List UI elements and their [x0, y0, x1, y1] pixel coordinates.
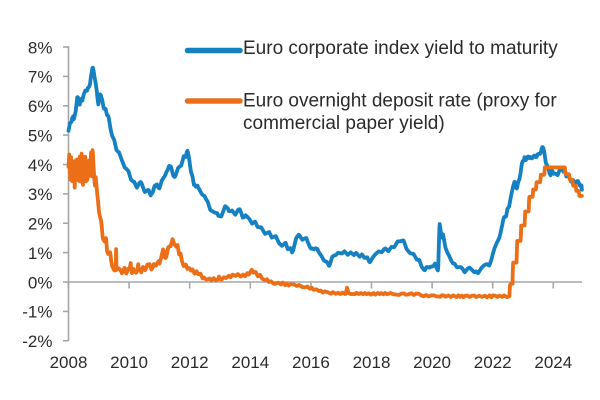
svg-text:2012: 2012 [171, 353, 209, 372]
svg-text:6%: 6% [28, 97, 53, 116]
svg-text:2008: 2008 [50, 353, 88, 372]
svg-text:2010: 2010 [110, 353, 148, 372]
svg-text:2016: 2016 [292, 353, 330, 372]
svg-text:-2%: -2% [22, 332, 52, 351]
svg-text:8%: 8% [28, 38, 53, 57]
svg-text:7%: 7% [28, 68, 53, 87]
svg-text:2024: 2024 [534, 353, 572, 372]
svg-text:5%: 5% [28, 126, 53, 145]
svg-text:2018: 2018 [353, 353, 391, 372]
svg-text:0%: 0% [28, 273, 53, 292]
svg-text:Euro overnight deposit rate (p: Euro overnight deposit rate (proxy for [243, 90, 557, 111]
svg-text:3%: 3% [28, 185, 53, 204]
svg-text:1%: 1% [28, 244, 53, 263]
svg-text:2020: 2020 [413, 353, 451, 372]
svg-text:-1%: -1% [22, 303, 52, 322]
svg-text:commercial paper yield): commercial paper yield) [243, 113, 445, 134]
svg-text:Euro corporate index yield to: Euro corporate index yield to maturity [243, 38, 558, 59]
svg-text:2022: 2022 [474, 353, 512, 372]
svg-text:2%: 2% [28, 215, 53, 234]
svg-text:4%: 4% [28, 156, 53, 175]
svg-text:2014: 2014 [231, 353, 269, 372]
